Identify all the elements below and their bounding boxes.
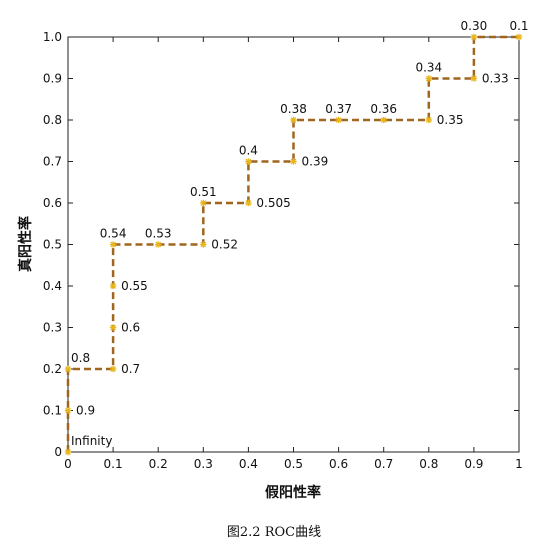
threshold-label: 0.30	[461, 19, 488, 33]
roc-point-marker	[425, 75, 432, 82]
roc-line	[66, 35, 519, 452]
threshold-label: 0.37	[325, 102, 352, 116]
threshold-label: 0.9	[76, 404, 95, 418]
threshold-label: 0.55	[121, 279, 148, 293]
x-tick-label: 0.2	[149, 457, 168, 471]
x-tick-label: 0.9	[464, 457, 483, 471]
roc-point-marker	[470, 75, 478, 82]
x-axis-title: 假阳性率	[265, 484, 321, 501]
x-tick-label: 1	[515, 457, 523, 471]
threshold-label: 0.52	[211, 238, 238, 252]
roc-point-marker	[64, 448, 72, 456]
roc-point-marker	[290, 158, 297, 165]
x-tick-label: 0.6	[329, 457, 348, 471]
roc-point-marker	[200, 199, 207, 207]
roc-point-marker	[380, 116, 387, 124]
threshold-label: 0.54	[100, 227, 127, 241]
figure-caption: 图2.2 ROC曲线	[227, 525, 321, 540]
y-tick-label: 0.2	[43, 362, 62, 376]
roc-point-marker	[64, 407, 72, 414]
y-tick-label: 1.0	[43, 30, 62, 44]
threshold-label: 0.7	[121, 362, 140, 376]
roc-point-marker	[425, 116, 432, 124]
threshold-label: 0.4	[239, 144, 258, 158]
threshold-label: 0.505	[256, 196, 290, 210]
x-tick-label: 0.3	[194, 457, 213, 471]
x-tick-label: 0.4	[239, 457, 258, 471]
threshold-label: 0.51	[190, 185, 217, 199]
y-tick-label: 0.4	[43, 279, 62, 293]
roc-point-marker	[335, 116, 342, 124]
y-tick-label: 0.3	[43, 321, 62, 335]
x-tick-label: 0	[64, 457, 72, 471]
threshold-label: 0.39	[302, 155, 329, 169]
roc-point-marker	[109, 241, 117, 248]
roc-curve	[66, 35, 519, 452]
threshold-label: 0.33	[482, 72, 509, 86]
roc-point-marker	[245, 199, 252, 207]
y-tick-label: 0.8	[43, 113, 62, 127]
roc-point-marker	[109, 282, 117, 290]
roc-point-marker	[200, 241, 207, 248]
roc-markers	[64, 33, 523, 456]
threshold-label: 0.53	[145, 227, 172, 241]
y-tick-label: 0.1	[43, 404, 62, 418]
x-tick-label: 0.7	[374, 457, 393, 471]
threshold-label: 0.34	[415, 61, 442, 75]
x-tick-label: 0.8	[419, 457, 438, 471]
roc-point-marker	[290, 116, 297, 124]
threshold-label: 0.6	[121, 321, 140, 335]
y-tick-label: 0	[54, 445, 62, 459]
y-tick-label: 0.5	[43, 238, 62, 252]
roc-point-marker	[245, 158, 252, 165]
x-tick-label: 0.5	[284, 457, 303, 471]
y-tick-label: 0.9	[43, 72, 62, 86]
threshold-label: 0.1	[509, 19, 528, 33]
y-tick-label: 0.7	[43, 155, 62, 169]
threshold-label: 0.38	[280, 102, 307, 116]
roc-point-marker	[64, 365, 72, 373]
axis-ticks: 0 0.1 0.2 0.3 0.4 0.5 0.6 0.7 0.8 0.9 1 0 0.1 0.2 0.3 0…	[43, 30, 523, 471]
x-tick-label: 0.1	[104, 457, 123, 471]
threshold-label: 0.8	[71, 351, 90, 365]
threshold-label: 0.36	[370, 102, 397, 116]
roc-point-marker	[470, 33, 478, 41]
threshold-label: 0.35	[437, 113, 464, 127]
roc-point-marker	[109, 324, 117, 331]
roc-point-marker	[109, 365, 117, 373]
roc-point-marker	[155, 241, 162, 248]
y-tick-label: 0.6	[43, 196, 62, 210]
threshold-label: Infinity	[71, 434, 112, 448]
y-axis-title: 真阳性率	[17, 216, 34, 272]
roc-point-marker	[515, 33, 523, 41]
threshold-labels: Infinity 0.9 0.8 0.7 0.6 0.55 0.54 0.53 0.52 0.51…	[71, 19, 529, 448]
